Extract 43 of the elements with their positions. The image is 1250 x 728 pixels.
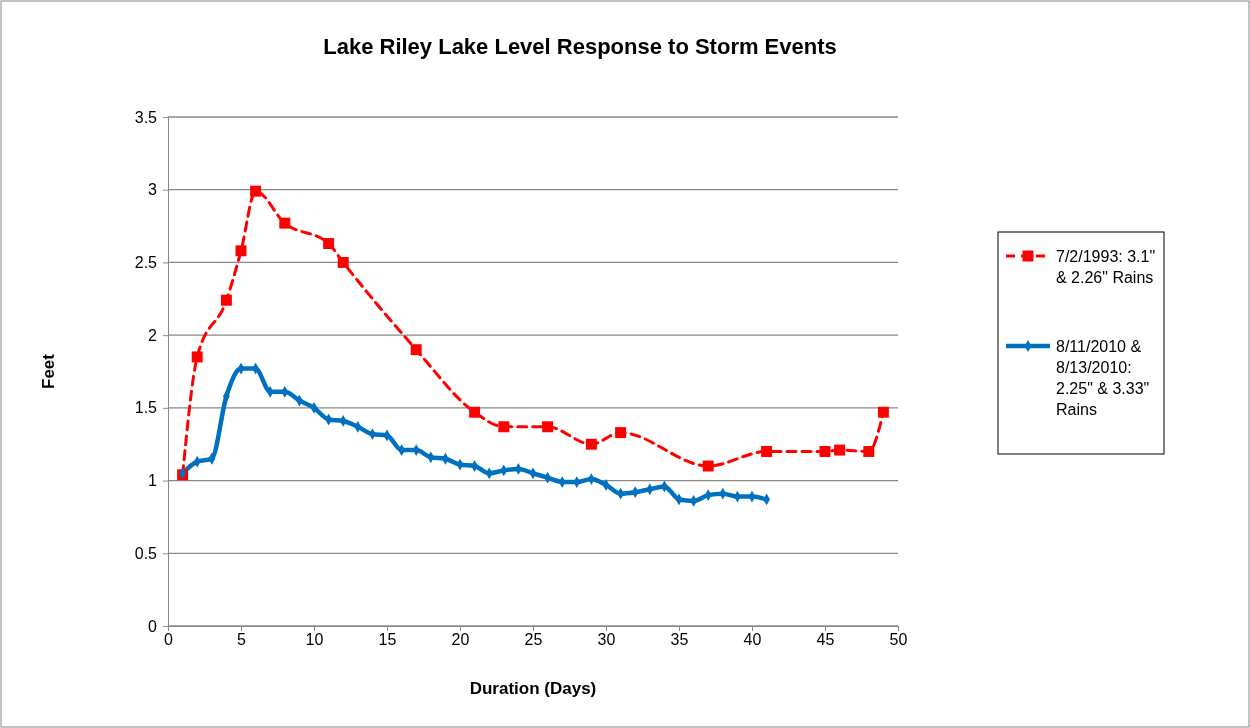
point — [337, 256, 349, 268]
point — [834, 444, 846, 456]
point — [220, 294, 232, 306]
y-axis-title: Feet — [39, 353, 58, 389]
point — [323, 238, 335, 249]
x-tick-label: 35 — [670, 631, 689, 649]
x-tick-label: 0 — [164, 631, 174, 649]
y-tick-label: 2 — [148, 326, 158, 344]
y-tick-label: 3 — [148, 181, 158, 199]
point — [410, 344, 422, 356]
legend-label: 7/2/1993: 3.1" & 2.26" Rains — [1056, 248, 1156, 286]
point — [761, 446, 773, 457]
x-tick-label: 30 — [597, 631, 616, 649]
y-tick-label: 1 — [148, 472, 158, 490]
point — [279, 217, 291, 229]
x-tick-label: 20 — [451, 631, 470, 649]
point — [819, 446, 831, 457]
point — [498, 421, 510, 433]
point — [585, 438, 597, 450]
point — [191, 351, 203, 363]
x-tick-label: 45 — [816, 631, 835, 649]
x-tick-label: 15 — [378, 631, 397, 649]
y-tick-label: 1.5 — [134, 399, 158, 417]
x-tick-label: 40 — [743, 631, 762, 649]
y-tick-label: 3.5 — [134, 108, 158, 126]
point — [250, 185, 262, 197]
x-tick-label: 25 — [524, 631, 543, 649]
point — [235, 245, 247, 257]
point — [542, 421, 554, 433]
point — [863, 446, 875, 457]
point — [615, 427, 627, 439]
x-tick-label: 10 — [305, 631, 324, 649]
point — [877, 406, 889, 418]
legend-label: 8/11/2010 & 8/13/2010: 2.25" & 3.33" Rains — [1056, 338, 1150, 418]
point — [702, 460, 714, 472]
x-axis-title: Duration (Days) — [469, 679, 597, 698]
y-tick-label: 2.5 — [134, 254, 158, 272]
y-tick-label: 0 — [148, 617, 158, 635]
y-tick-label: 0.5 — [134, 544, 158, 562]
chart-title: Lake Riley Lake Level Response to Storm Events — [323, 34, 837, 59]
x-tick-label: 50 — [889, 631, 908, 649]
x-tick-label: 5 — [237, 631, 247, 649]
point — [469, 406, 481, 418]
